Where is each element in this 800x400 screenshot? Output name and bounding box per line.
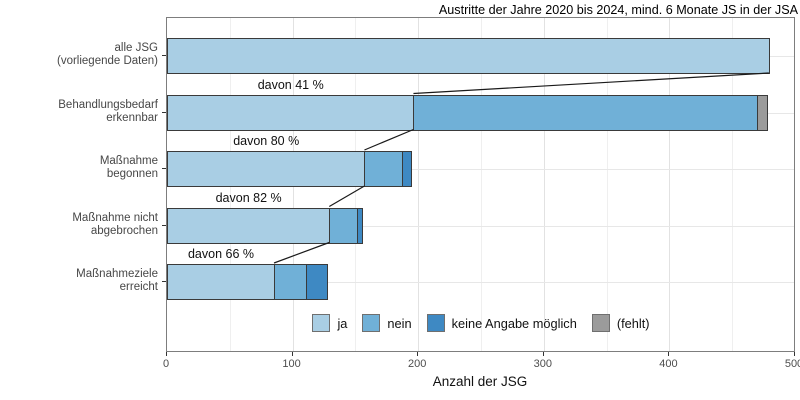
x-tick-mark [668, 352, 670, 356]
x-tick-mark [542, 352, 544, 356]
category-label: alle JSG (vorliegende Daten) [56, 42, 158, 67]
bar-segment-ja [167, 38, 770, 74]
bar-segment-ja [167, 151, 366, 187]
legend-label: keine Angabe möglich [451, 315, 577, 331]
x-tick-label: 100 [282, 358, 301, 370]
bar-row [167, 38, 770, 74]
bar-segment-keineAngabemglich [305, 264, 329, 300]
x-tick-label: 0 [162, 358, 170, 370]
bar-row [167, 264, 329, 300]
gridline-vertical [418, 18, 420, 351]
y-tick-mark [162, 281, 166, 282]
category-label: Maßnahme begonnen [99, 155, 158, 180]
legend-label: ja [337, 315, 348, 331]
gridline-horizontal [167, 169, 794, 170]
bar-segment-ja [167, 207, 331, 244]
percentage-annotation: davon 80 % [233, 134, 300, 148]
legend-swatch [312, 314, 331, 332]
x-axis-title: Anzahl der JSG [432, 374, 528, 389]
bar-segment-keineAngabemglich [402, 151, 413, 187]
bar-segment-nein [274, 264, 307, 300]
gridline-vertical [732, 18, 734, 351]
category-label: Maßnahmeziele erreicht [76, 268, 158, 293]
x-tick-label: 300 [533, 358, 552, 370]
legend-item: keine Angabe möglich [426, 314, 577, 332]
x-tick-mark [794, 352, 795, 356]
legend-swatch [362, 314, 381, 332]
bar-segment-ja [167, 264, 276, 300]
gridline-horizontal [167, 225, 794, 227]
gridline-horizontal [167, 282, 794, 283]
gridline-vertical [606, 18, 608, 351]
bar-segment-nein [364, 151, 404, 187]
legend-swatch [591, 314, 610, 332]
bar-row [167, 151, 413, 187]
x-tick-mark [166, 352, 167, 356]
category-label: Behandlungsbedarf erkennbar [58, 98, 158, 124]
bar-segment-keineAngabemglich [357, 207, 364, 244]
legend-item: nein [362, 314, 412, 332]
legend-label: (fehlt) [616, 315, 650, 331]
legend-item: ja [312, 314, 347, 332]
bar-row [167, 207, 364, 244]
bar-segment-fehlt [756, 94, 768, 131]
gridline-vertical [669, 18, 671, 351]
gridline-vertical [543, 18, 545, 351]
bar-segment-nein [413, 94, 758, 131]
legend-swatch [426, 314, 445, 332]
percentage-annotation: davon 82 % [215, 190, 282, 205]
category-label: Maßnahme nicht abgebrochen [72, 211, 158, 237]
y-tick-mark [162, 224, 166, 226]
y-tick-mark [162, 168, 166, 169]
chart-title: Austritte der Jahre 2020 bis 2024, mind.… [438, 3, 798, 17]
bar-segment-nein [329, 207, 359, 244]
gridline-vertical [481, 18, 482, 351]
bar-segment-ja [167, 94, 415, 131]
percentage-annotation: davon 66 % [187, 247, 255, 261]
legend-item: (fehlt) [591, 314, 650, 332]
x-tick-label: 400 [659, 358, 678, 370]
bar-row [167, 94, 768, 131]
x-tick-mark [291, 352, 293, 356]
legend: ja nein keine Angabe möglich (fehlt) [167, 314, 795, 332]
y-tick-mark [162, 111, 166, 113]
plot-panel: davon 41 % davon 80 % davon 82 % davon 66 %… [166, 17, 795, 352]
x-tick-mark [417, 352, 419, 356]
y-tick-mark [162, 55, 166, 56]
x-tick-label: 500 [784, 358, 800, 370]
x-tick-label: 200 [408, 358, 427, 370]
percentage-annotation: davon 41 % [257, 77, 324, 92]
legend-label: nein [387, 315, 412, 331]
